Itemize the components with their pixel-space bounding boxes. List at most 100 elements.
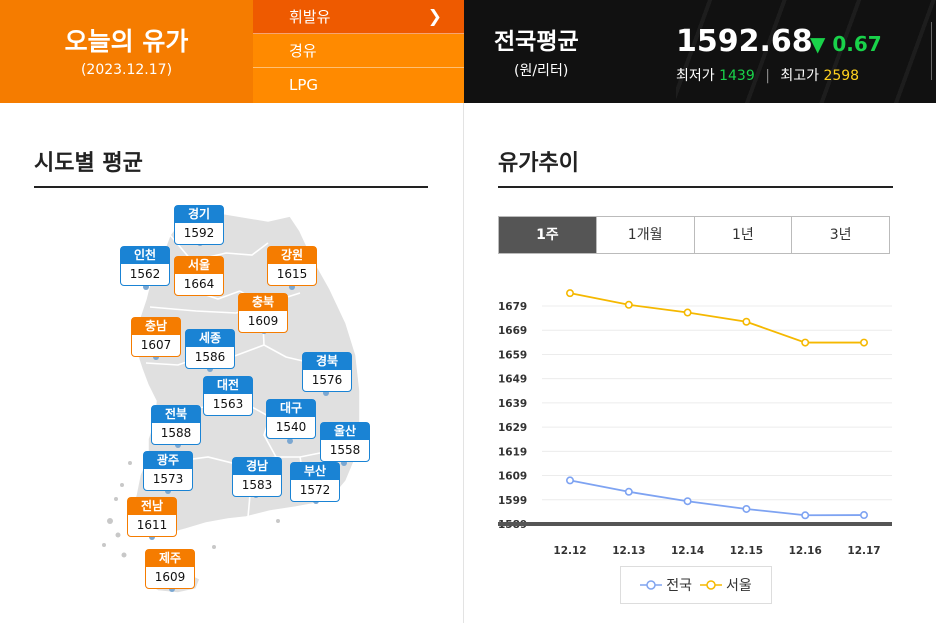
regional-average-title: 시도별 평균 bbox=[34, 151, 143, 176]
data-point bbox=[566, 289, 575, 298]
today-title: 오늘의 유가 bbox=[64, 27, 189, 56]
region-price: 1615 bbox=[276, 267, 308, 281]
national-average-panel: 전국평균 (원/리터) 1592.68 ▼ 0.67 최저가 1439 | 최고… bbox=[464, 0, 936, 103]
region-tag-gyeongbuk[interactable]: 경북 1576 bbox=[302, 352, 352, 392]
region-name: 경기 bbox=[175, 206, 223, 223]
data-point bbox=[801, 511, 810, 520]
y-tick-label: 1629 bbox=[498, 422, 527, 434]
y-tick-label: 1679 bbox=[498, 301, 527, 313]
region-price: 1664 bbox=[183, 277, 215, 291]
y-tick-label: 1619 bbox=[498, 446, 527, 458]
fuel-item-label: 휘발유 bbox=[289, 8, 331, 26]
region-name: 부산 bbox=[291, 463, 339, 480]
region-tag-jeonbuk[interactable]: 전북 1588 bbox=[151, 405, 201, 445]
region-price: 1586 bbox=[194, 350, 226, 364]
region-price: 1558 bbox=[329, 443, 361, 457]
region-tag-seoul[interactable]: 서울 1664 bbox=[174, 256, 224, 296]
max-price-value: 2598 bbox=[823, 68, 860, 84]
x-tick-label: 12.15 bbox=[730, 545, 763, 557]
region-price: 1611 bbox=[136, 518, 168, 532]
fuel-type-menu: 휘발유 ❯ 경유 LPG bbox=[253, 0, 464, 103]
legend-seoul-marker-icon bbox=[700, 580, 722, 590]
region-price: 1583 bbox=[241, 478, 273, 492]
legend-item-national[interactable]: 전국 bbox=[640, 575, 692, 595]
region-name: 충남 bbox=[132, 318, 180, 335]
chevron-right-icon: ❯ bbox=[427, 7, 442, 27]
region-name: 대전 bbox=[204, 377, 252, 394]
series-line bbox=[569, 479, 865, 517]
region-name: 경북 bbox=[303, 353, 351, 370]
national-average-label: 전국평균 bbox=[494, 29, 579, 55]
legend-national-label: 전국 bbox=[666, 578, 692, 594]
min-price-value: 1439 bbox=[719, 68, 755, 84]
region-tag-daejeon[interactable]: 대전 1563 bbox=[203, 376, 253, 416]
region-price: 1573 bbox=[152, 472, 184, 486]
region-name: 울산 bbox=[321, 423, 369, 440]
region-name: 충북 bbox=[239, 294, 287, 311]
region-tag-incheon[interactable]: 인천 1562 bbox=[120, 246, 170, 286]
y-tick-label: 1639 bbox=[498, 398, 527, 410]
region-price: 1609 bbox=[247, 314, 279, 328]
region-name: 서울 bbox=[175, 257, 223, 274]
today-price-panel: 오늘의 유가 (2023.12.17) bbox=[0, 0, 253, 103]
y-tick-label: 1599 bbox=[498, 495, 527, 507]
region-tag-busan[interactable]: 부산 1572 bbox=[290, 462, 340, 502]
x-tick-label: 12.12 bbox=[553, 545, 586, 557]
region-tag-gyeongnam[interactable]: 경남 1583 bbox=[232, 457, 282, 497]
region-price: 1592 bbox=[183, 226, 215, 240]
price-trend-chart: 1589159916091619162916391649165916691679… bbox=[498, 289, 892, 557]
map-islands bbox=[102, 461, 280, 558]
national-average-price: 1592.68 bbox=[676, 24, 813, 59]
region-tag-sejong[interactable]: 세종 1586 bbox=[185, 329, 235, 369]
data-point bbox=[566, 476, 575, 485]
x-tick-label: 12.13 bbox=[612, 545, 645, 557]
tab-3-years[interactable]: 3년 bbox=[829, 227, 852, 243]
region-price: 1588 bbox=[160, 426, 192, 440]
fuel-item-gasoline[interactable]: 휘발유 ❯ bbox=[253, 0, 464, 34]
today-date: (2023.12.17) bbox=[80, 62, 173, 78]
fuel-item-label: 경유 bbox=[289, 42, 317, 60]
data-point bbox=[859, 338, 868, 347]
region-tag-daegu[interactable]: 대구 1540 bbox=[266, 399, 316, 439]
column-divider bbox=[463, 103, 464, 623]
region-tag-chungnam[interactable]: 충남 1607 bbox=[131, 317, 181, 357]
region-price: 1609 bbox=[154, 570, 186, 584]
title-underline bbox=[498, 186, 893, 188]
separator: | bbox=[765, 68, 770, 84]
y-tick-label: 1609 bbox=[498, 471, 527, 483]
data-point bbox=[683, 497, 692, 506]
tab-1-year[interactable]: 1년 bbox=[695, 217, 793, 253]
price-trend-title: 유가추이 bbox=[498, 151, 579, 176]
region-tag-ulsan[interactable]: 울산 1558 bbox=[320, 422, 370, 462]
data-point bbox=[624, 300, 633, 309]
region-price: 1540 bbox=[275, 420, 307, 434]
region-tag-jeju[interactable]: 제주 1609 bbox=[145, 549, 195, 589]
tab-1-month[interactable]: 1개월 bbox=[597, 217, 695, 253]
region-price: 1563 bbox=[212, 397, 244, 411]
period-tabs: 1주 1개월 1년 3년 bbox=[498, 216, 890, 254]
panel-edge-divider bbox=[931, 22, 932, 80]
region-tag-gwangju[interactable]: 광주 1573 bbox=[143, 451, 193, 491]
region-tag-jeonnam[interactable]: 전남 1611 bbox=[127, 497, 177, 537]
series-line bbox=[569, 292, 864, 344]
data-point bbox=[683, 308, 692, 317]
legend-item-seoul[interactable]: 서울 bbox=[700, 575, 752, 595]
region-price: 1607 bbox=[140, 338, 172, 352]
x-tick-label: 12.17 bbox=[847, 545, 880, 557]
max-price-label: 최고가 bbox=[780, 68, 819, 84]
fuel-item-lpg[interactable]: LPG bbox=[253, 68, 464, 103]
x-axis-baseline bbox=[498, 522, 892, 526]
region-price: 1572 bbox=[299, 483, 331, 497]
region-tag-gyeonggi[interactable]: 경기 1592 bbox=[174, 205, 224, 245]
price-unit: (원/리터) bbox=[514, 63, 569, 79]
region-tag-gangwon[interactable]: 강원 1615 bbox=[267, 246, 317, 286]
region-name: 경남 bbox=[233, 458, 281, 475]
region-tag-chungbuk[interactable]: 충북 1609 bbox=[238, 293, 288, 333]
tab-1-week[interactable]: 1주 bbox=[499, 217, 597, 253]
title-underline bbox=[34, 186, 428, 188]
x-tick-label: 12.14 bbox=[671, 545, 704, 557]
legend-national-marker-icon bbox=[640, 580, 663, 590]
fuel-item-diesel[interactable]: 경유 bbox=[253, 34, 464, 68]
region-name: 제주 bbox=[146, 550, 194, 567]
data-point bbox=[859, 511, 868, 520]
